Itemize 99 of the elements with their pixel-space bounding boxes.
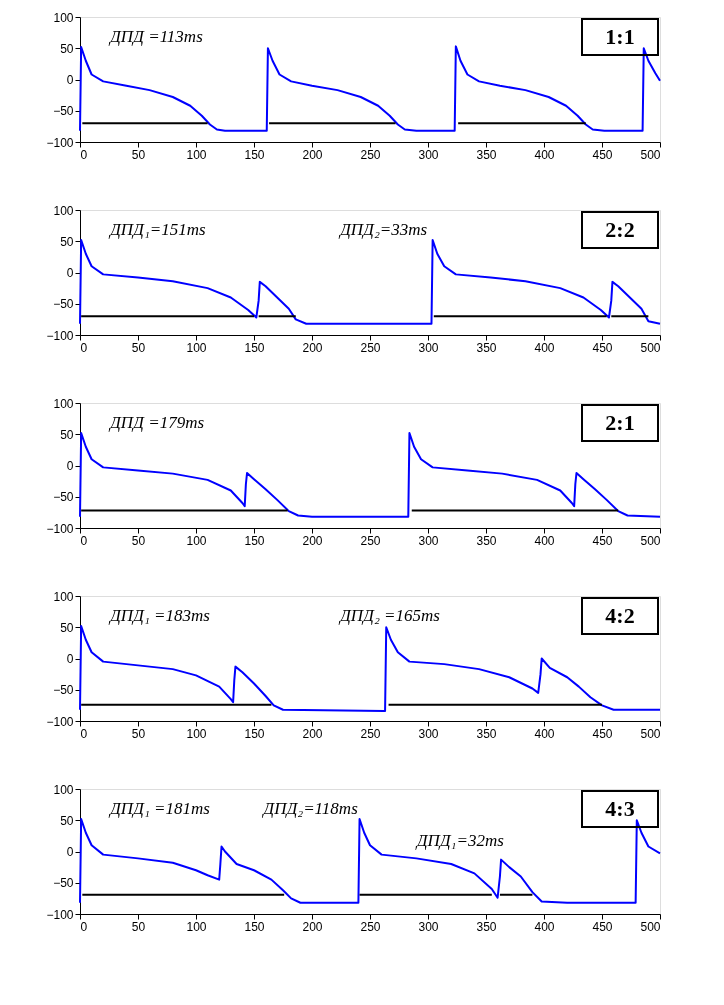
annotation: ДПД₂=33ms bbox=[338, 220, 428, 239]
annotation: 2:1 bbox=[605, 410, 635, 435]
y-tick-label: −100 bbox=[46, 135, 74, 150]
x-tick-label: 450 bbox=[592, 919, 613, 934]
x-tick-label: 500 bbox=[640, 533, 661, 548]
x-tick-label: 250 bbox=[360, 726, 381, 741]
y-tick-label: 0 bbox=[66, 845, 74, 859]
x-tick-label: 500 bbox=[640, 919, 661, 934]
x-tick-label: 200 bbox=[302, 919, 323, 934]
x-tick-label: 150 bbox=[244, 533, 265, 548]
x-tick-label: 200 bbox=[302, 340, 323, 355]
x-tick-label: 200 bbox=[302, 726, 323, 741]
y-tick-label: 50 bbox=[60, 427, 74, 442]
x-tick-label: 350 bbox=[476, 919, 497, 934]
x-tick-label: 200 bbox=[302, 533, 323, 548]
line-series bbox=[79, 239, 661, 325]
x-tick-label: 350 bbox=[476, 340, 497, 355]
x-tick-label: 0 bbox=[80, 340, 88, 355]
y-tick-label: −50 bbox=[53, 104, 74, 119]
x-tick-label: 250 bbox=[360, 147, 381, 162]
x-tick-label: 200 bbox=[302, 147, 323, 162]
annotation: ДПД₁ =183ms bbox=[108, 606, 211, 625]
annotation: 1:1 bbox=[605, 24, 635, 49]
x-tick-label: 450 bbox=[592, 726, 613, 741]
annotation: ДПД₁ =181ms bbox=[108, 799, 211, 818]
y-tick-label: 100 bbox=[53, 396, 74, 411]
x-tick-label: 500 bbox=[640, 726, 661, 741]
x-tick-label: 450 bbox=[592, 340, 613, 355]
x-tick-label: 450 bbox=[592, 147, 613, 162]
x-tick-label: 0 bbox=[80, 919, 88, 934]
x-tick-label: 250 bbox=[360, 919, 381, 934]
x-tick-label: 150 bbox=[244, 726, 265, 741]
annotation: ДПД₂=118ms bbox=[261, 799, 359, 818]
y-tick-label: −50 bbox=[53, 297, 74, 312]
x-tick-label: 500 bbox=[640, 340, 661, 355]
x-tick-label: 350 bbox=[476, 147, 497, 162]
x-tick-label: 50 bbox=[131, 726, 146, 741]
y-tick-label: 50 bbox=[60, 234, 74, 249]
x-tick-label: 0 bbox=[80, 147, 88, 162]
annotation: ДПД₂ =165ms bbox=[338, 606, 441, 625]
annotation: 4:3 bbox=[605, 796, 635, 821]
y-tick-label: 100 bbox=[53, 589, 74, 604]
x-tick-label: 300 bbox=[418, 919, 439, 934]
x-tick-label: 50 bbox=[131, 340, 146, 355]
y-tick-label: −50 bbox=[53, 683, 74, 698]
x-tick-label: 100 bbox=[186, 147, 207, 162]
y-tick-label: 100 bbox=[53, 782, 74, 797]
annotation: ДПД₁=32ms bbox=[414, 831, 505, 850]
y-tick-label: 50 bbox=[60, 41, 74, 56]
x-tick-label: 100 bbox=[186, 533, 207, 548]
y-tick-label: −100 bbox=[46, 907, 74, 922]
x-tick-label: 50 bbox=[131, 533, 146, 548]
y-tick-label: −50 bbox=[53, 490, 74, 505]
line-series bbox=[79, 818, 661, 904]
y-tick-label: −50 bbox=[53, 876, 74, 891]
x-tick-label: 50 bbox=[131, 147, 146, 162]
x-tick-label: 400 bbox=[534, 726, 555, 741]
x-tick-label: 250 bbox=[360, 340, 381, 355]
y-tick-label: 0 bbox=[66, 266, 74, 280]
y-tick-label: −100 bbox=[46, 714, 74, 729]
x-tick-label: 400 bbox=[534, 340, 555, 355]
x-tick-label: 450 bbox=[592, 533, 613, 548]
x-tick-label: 0 bbox=[80, 726, 88, 741]
x-tick-label: 50 bbox=[131, 919, 146, 934]
x-tick-label: 400 bbox=[534, 147, 555, 162]
x-tick-label: 0 bbox=[80, 533, 88, 548]
x-tick-label: 350 bbox=[476, 533, 497, 548]
annotation: 4:2 bbox=[605, 603, 635, 628]
x-tick-label: 400 bbox=[534, 919, 555, 934]
y-tick-label: 100 bbox=[53, 10, 74, 25]
annotation: 2:2 bbox=[605, 217, 635, 242]
annotation: ДПД =179ms bbox=[108, 413, 205, 432]
annotation: ДПД₁=151ms bbox=[108, 220, 207, 239]
x-tick-label: 100 bbox=[186, 340, 207, 355]
x-tick-label: 150 bbox=[244, 919, 265, 934]
annotation: ДПД =113ms bbox=[108, 27, 204, 46]
x-tick-label: 300 bbox=[418, 340, 439, 355]
x-tick-label: 300 bbox=[418, 147, 439, 162]
y-tick-label: 0 bbox=[66, 459, 74, 473]
x-tick-label: 100 bbox=[186, 919, 207, 934]
x-tick-label: 150 bbox=[244, 340, 265, 355]
y-tick-label: −100 bbox=[46, 328, 74, 343]
y-tick-label: −100 bbox=[46, 521, 74, 536]
y-tick-label: 100 bbox=[53, 203, 74, 218]
y-tick-label: 0 bbox=[66, 73, 74, 87]
x-tick-label: 150 bbox=[244, 147, 265, 162]
line-series bbox=[79, 45, 661, 132]
x-tick-label: 300 bbox=[418, 726, 439, 741]
x-tick-label: 400 bbox=[534, 533, 555, 548]
y-tick-label: 0 bbox=[66, 652, 74, 666]
y-tick-label: 50 bbox=[60, 620, 74, 635]
line-series bbox=[79, 432, 661, 518]
line-series bbox=[79, 625, 661, 712]
x-tick-label: 100 bbox=[186, 726, 207, 741]
x-tick-label: 500 bbox=[640, 147, 661, 162]
y-tick-label: 50 bbox=[60, 813, 74, 828]
x-tick-label: 300 bbox=[418, 533, 439, 548]
x-tick-label: 350 bbox=[476, 726, 497, 741]
x-tick-label: 250 bbox=[360, 533, 381, 548]
